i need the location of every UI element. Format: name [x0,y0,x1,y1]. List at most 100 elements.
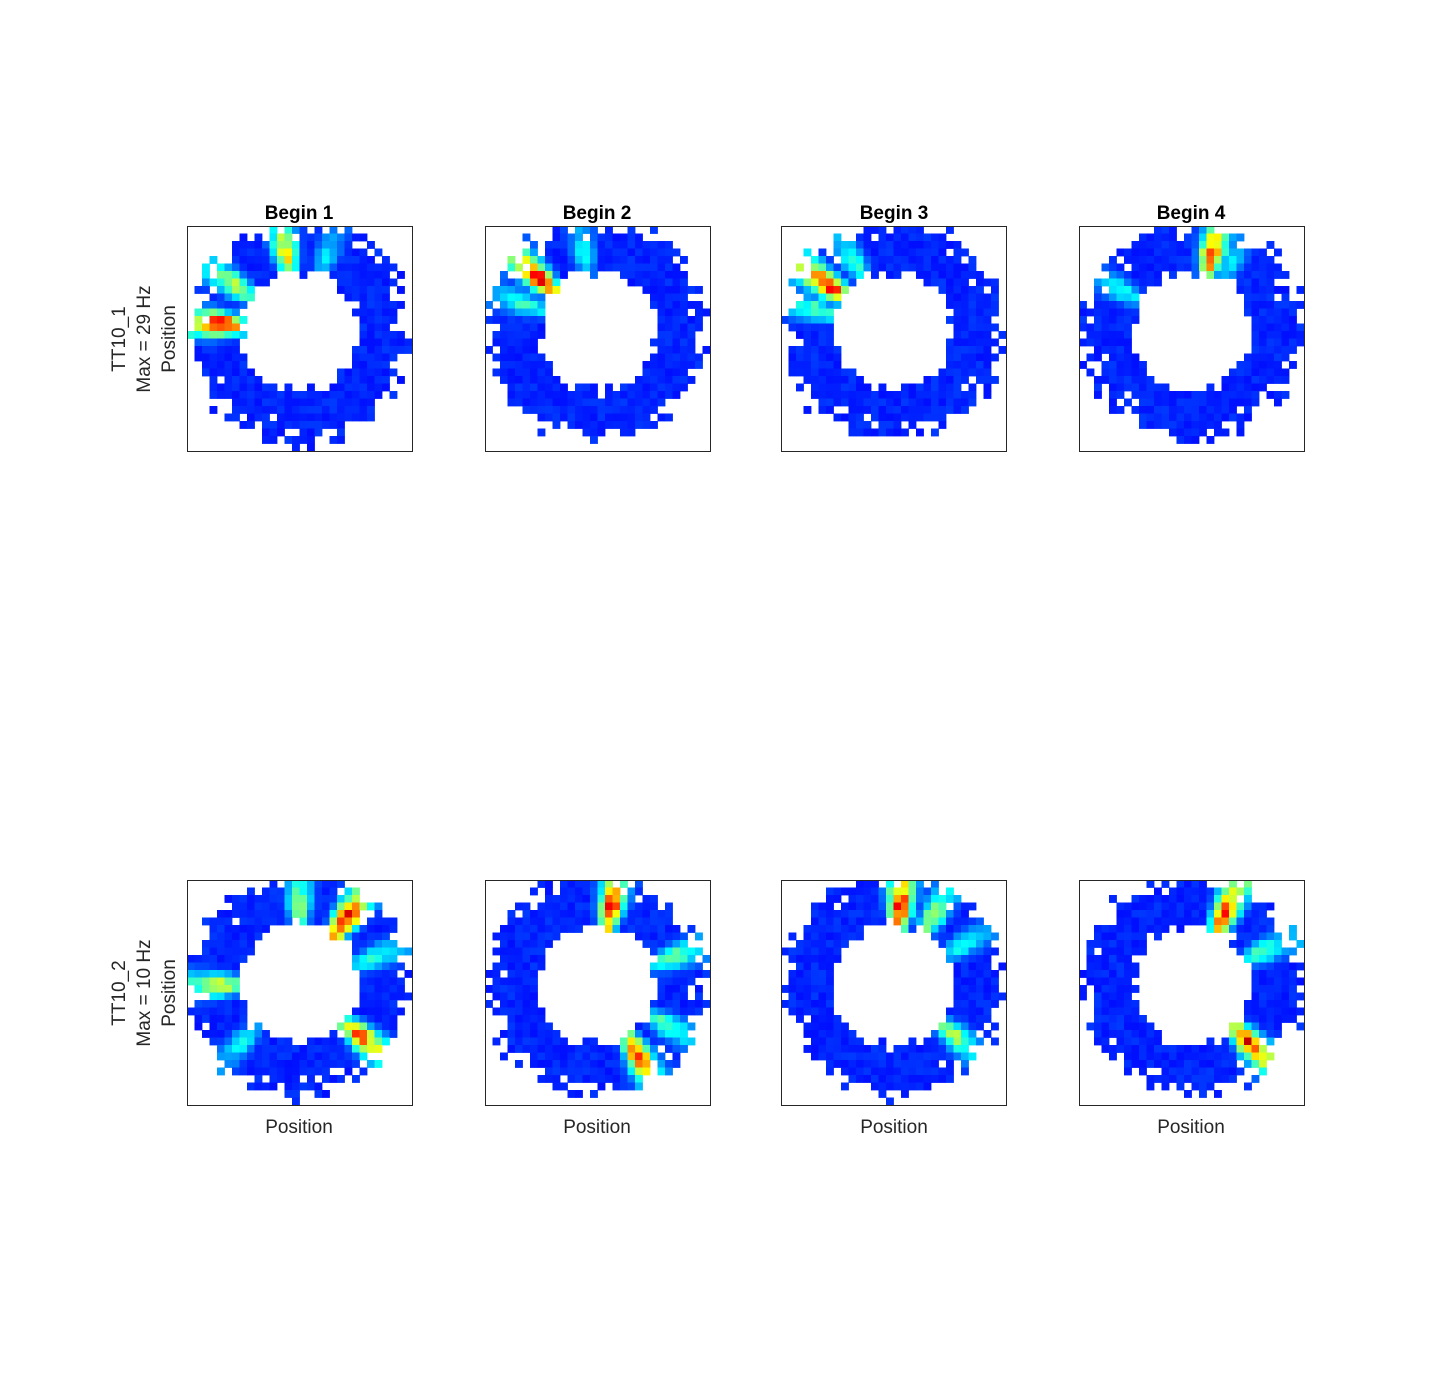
heatmap-cell [545,248,553,257]
heatmap-cell [923,1060,932,1068]
heatmap-cell [374,1000,383,1008]
heatmap-cell [863,398,872,407]
heatmap-cell [217,1007,225,1016]
heatmap-cell [811,917,819,926]
heatmap-cell [983,977,992,986]
heatmap-cell [560,391,568,399]
heatmap-cell [209,962,218,971]
heatmap-cell [322,895,330,903]
heatmap-cell [269,880,278,888]
heatmap-cell [998,992,1007,1001]
heatmap-cell [1221,887,1230,896]
heatmap-cell [1116,1000,1125,1008]
heatmap-cell [961,361,969,369]
heatmap-cell [552,1067,561,1076]
heatmap-cell [665,1030,673,1038]
heatmap-cell [1236,263,1245,272]
heatmap-cell [976,376,984,384]
heatmap-cell [352,910,360,918]
heatmap-cell [811,286,819,294]
heatmap-cell [552,406,561,414]
heatmap-cell [796,947,804,956]
heatmap-cell [1116,391,1125,399]
heatmap-cell [1244,293,1252,302]
heatmap-cell [560,398,568,407]
heatmap-cell [665,977,673,986]
heatmap-cell [194,977,203,986]
row-1-cell-label: TT10_1 [109,306,130,371]
heatmap-cell [269,1067,278,1076]
heatmap-cell [560,910,568,918]
heatmap-cell [833,293,842,302]
heatmap-cell [1094,925,1102,933]
heatmap-cell [961,398,969,407]
heatmap-cell [826,1007,834,1016]
heatmap-cell [946,293,954,302]
heatmap-cell [923,1075,932,1083]
heatmap-cell [1154,421,1162,429]
heatmap-cell [217,910,225,918]
heatmap-cell [1154,895,1162,903]
heatmap-cell [359,902,368,911]
heatmap-cell [687,338,696,347]
heatmap-cell [515,331,523,339]
heatmap-cell [515,955,523,963]
heatmap-cell [322,1090,330,1098]
heatmap-cell [1251,346,1260,354]
heatmap-cell [635,278,643,287]
heatmap-cell [833,1022,842,1031]
heatmap-cell [1274,331,1282,339]
heatmap-cell [1229,895,1237,903]
heatmap-cell [590,256,598,264]
heatmap-cell [552,1030,561,1038]
heatmap-cell [262,421,270,429]
heatmap-cell [277,1075,285,1083]
heatmap-cell [878,1037,887,1046]
heatmap-cell [1131,902,1140,911]
heatmap-cell [788,1007,797,1016]
heatmap-cell [946,1007,954,1016]
heatmap-cell [938,278,947,287]
heatmap-cell [530,970,538,978]
heatmap-cell [612,895,621,903]
heatmap-cell [590,880,598,888]
heatmap-cell [833,1045,842,1053]
heatmap-cell [953,1045,962,1053]
heatmap-cell [1124,955,1132,963]
heatmap-cell [202,947,210,956]
heatmap-cell [187,977,195,986]
heatmap-cell [923,383,932,392]
heatmap-cell [537,331,546,339]
heatmap-cell [352,1030,360,1038]
heatmap-cell [307,248,315,257]
heatmap-cell [292,1052,300,1061]
heatmap-cell [597,1082,606,1091]
heatmap-cell [545,368,553,377]
heatmap-cell [968,1007,977,1016]
heatmap-cell [961,406,969,414]
heatmap-cell [657,910,666,918]
heatmap-cell [680,962,688,971]
heatmap-cell [1289,947,1297,956]
heatmap-cell [254,256,263,264]
heatmap-cell [500,346,508,354]
heatmap-cell [642,1030,651,1038]
heatmap-cell [627,263,636,272]
heatmap-cell [627,421,636,429]
heatmap-cell [672,353,681,362]
heatmap-cell [567,887,576,896]
heatmap-cell [1146,406,1155,414]
heatmap-cell [307,421,315,429]
heatmap-cell [803,1000,812,1008]
heatmap-cell [1109,338,1117,347]
heatmap-cell [1109,1022,1117,1031]
heatmap-cell [1169,1067,1177,1076]
heatmap-cell [848,1045,857,1053]
heatmap-cell [961,1060,969,1068]
heatmap-cell [908,1075,917,1083]
heatmap-cell [680,970,688,978]
heatmap-cell [1214,887,1222,896]
heatmap-cell [307,1075,315,1083]
heatmap-cell [1259,263,1267,272]
heatmap-cell [991,353,999,362]
